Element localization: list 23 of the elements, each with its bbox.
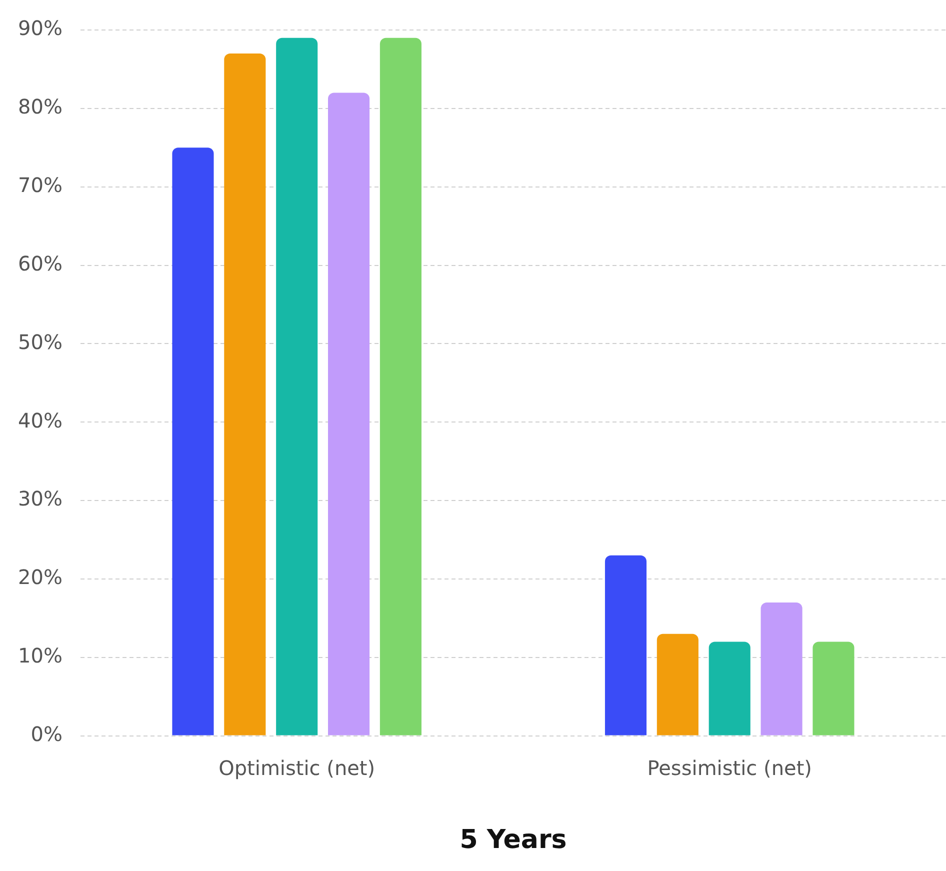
bar [760, 602, 802, 736]
y-tick-label: 80% [18, 94, 62, 119]
y-tick-label: 20% [18, 565, 62, 590]
y-tick-label: 60% [18, 251, 62, 276]
bar [380, 38, 422, 736]
bar [276, 38, 318, 736]
bar [812, 642, 854, 736]
y-tick-label: 70% [18, 173, 62, 198]
y-tick-label: 50% [18, 330, 62, 354]
bar [172, 148, 214, 736]
bar [604, 555, 647, 736]
bar [708, 642, 750, 736]
y-tick-label: 40% [18, 408, 62, 432]
bar [328, 92, 370, 736]
x-tick-label: Pessimistic (net) [647, 756, 812, 780]
x-tick-label: Optimistic (net) [218, 756, 376, 780]
x-axis-title: 5 Years [460, 825, 567, 856]
y-tick-label: 30% [18, 486, 62, 511]
y-tick-label: 10% [18, 644, 62, 668]
bar [224, 54, 266, 736]
bar [656, 634, 698, 736]
y-tick-label: 90% [18, 16, 62, 40]
y-tick-label: 0% [30, 722, 62, 746]
